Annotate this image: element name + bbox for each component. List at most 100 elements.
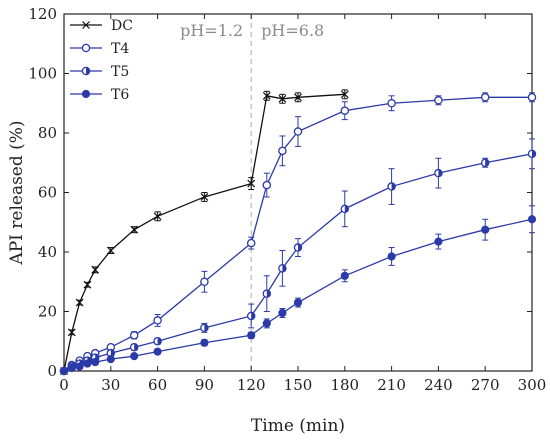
data-point-dc (278, 94, 287, 103)
data-point-dc (130, 225, 139, 234)
data-point-t4 (387, 99, 396, 108)
series-layer (59, 89, 537, 376)
legend-label-dc: DC (111, 18, 133, 34)
data-point-dc (67, 328, 76, 337)
data-point-t6 (67, 363, 76, 373)
marker-stroke (83, 280, 92, 289)
data-point-t4 (129, 331, 139, 340)
data-point-dc (200, 193, 209, 201)
data-point-t5 (262, 289, 272, 298)
data-point-t6 (481, 225, 490, 234)
x-tick-label: 60 (148, 376, 167, 394)
labels-layer: Time (min) API released (%) pH=1.2 pH=6.… (7, 21, 345, 436)
x-tick-label: 210 (377, 376, 406, 394)
marker-half-fill (204, 324, 208, 332)
x-tick-label: 240 (424, 376, 453, 394)
data-point-dc (262, 91, 271, 100)
x-tick-label: 180 (330, 376, 359, 394)
legend-marker-dc (82, 21, 90, 29)
y-tick-label: 60 (38, 184, 57, 202)
marker-half-fill (251, 312, 255, 320)
marker-half-fill (344, 205, 349, 213)
legend: DC T4 T5 T6 (70, 18, 133, 103)
series-line-dc (63, 93, 345, 372)
data-point-t5 (293, 243, 303, 252)
marker-stroke (278, 94, 287, 103)
data-point-t4 (434, 96, 443, 105)
marker-stroke (153, 212, 162, 221)
x-tick-label: 0 (59, 376, 69, 394)
data-point-t5 (153, 336, 162, 346)
data-point-t6 (153, 347, 162, 356)
data-point-dc (106, 246, 115, 255)
x-tick-label: 300 (518, 376, 547, 394)
data-point-t4 (340, 106, 350, 115)
marker-stroke (294, 93, 302, 102)
data-point-t6 (83, 359, 92, 368)
data-point-t5 (480, 158, 490, 167)
x-tick-label: 90 (195, 376, 214, 394)
data-point-t5 (434, 168, 443, 178)
data-point-t6 (434, 237, 443, 246)
marker-stroke (340, 90, 349, 99)
data-point-t6 (247, 331, 256, 340)
data-point-t5 (387, 182, 396, 191)
data-point-dc (83, 280, 92, 289)
marker-half-fill (298, 243, 302, 252)
legend-item-t4: T4 (70, 41, 129, 57)
data-point-t4 (278, 146, 287, 156)
data-point-t5 (527, 149, 537, 159)
legend-item-t5: T5 (70, 64, 129, 80)
data-point-t5 (106, 348, 116, 358)
x-axis-title: Time (min) (251, 416, 345, 436)
y-axis-title: API released (%) (7, 120, 27, 265)
marker-stroke (82, 21, 90, 29)
marker-stroke (75, 298, 84, 307)
data-point-t4 (527, 93, 537, 102)
marker-half-fill (282, 264, 286, 272)
marker-half-fill (110, 349, 115, 357)
data-point-dc (294, 93, 302, 102)
marker-half-fill (266, 290, 271, 298)
data-point-t4 (293, 127, 303, 136)
marker-stroke (91, 265, 100, 274)
legend-marker-t4 (81, 43, 91, 53)
marker-stroke (67, 328, 76, 337)
legend-label-t4: T4 (111, 41, 129, 57)
data-point-t4 (262, 180, 272, 190)
marker-half-fill (157, 337, 162, 345)
data-point-t6 (278, 308, 287, 318)
marker-stroke (130, 225, 139, 234)
marker-half-fill (134, 343, 138, 351)
data-point-t5 (246, 311, 256, 321)
x-tick-label: 30 (101, 376, 120, 394)
legend-label-t6: T6 (111, 87, 129, 103)
legend-item-t6: T6 (70, 87, 129, 103)
axes-layer: 0 30 60 90 120 150 180 210 240 270 300 0 20 40 60 80 100… (28, 5, 546, 394)
marker-stroke (106, 246, 115, 255)
data-point-t4 (153, 316, 162, 325)
data-point-t5 (278, 264, 287, 273)
data-point-t6 (59, 366, 69, 376)
data-point-t5 (200, 323, 209, 333)
phase-label-neutral: pH=6.8 (261, 21, 324, 40)
legend-label-t5: T5 (111, 64, 129, 80)
marker-stroke (262, 91, 271, 100)
data-point-dc (153, 212, 162, 221)
data-point-t6 (262, 319, 271, 328)
legend-item-dc: DC (70, 18, 133, 34)
data-point-t4 (200, 277, 209, 286)
phase-label-acid: pH=1.2 (180, 21, 243, 40)
y-tick-label: 20 (38, 303, 57, 321)
data-point-dc (340, 90, 349, 99)
marker-half-fill (532, 150, 536, 158)
data-point-dc (91, 265, 100, 274)
y-tick-label: 40 (38, 243, 57, 261)
data-point-t6 (340, 271, 349, 280)
series-dc (60, 89, 349, 375)
marker-half-fill (391, 182, 396, 191)
data-point-dc (75, 298, 84, 307)
data-point-t6 (130, 352, 139, 361)
x-tick-label: 150 (284, 376, 313, 394)
